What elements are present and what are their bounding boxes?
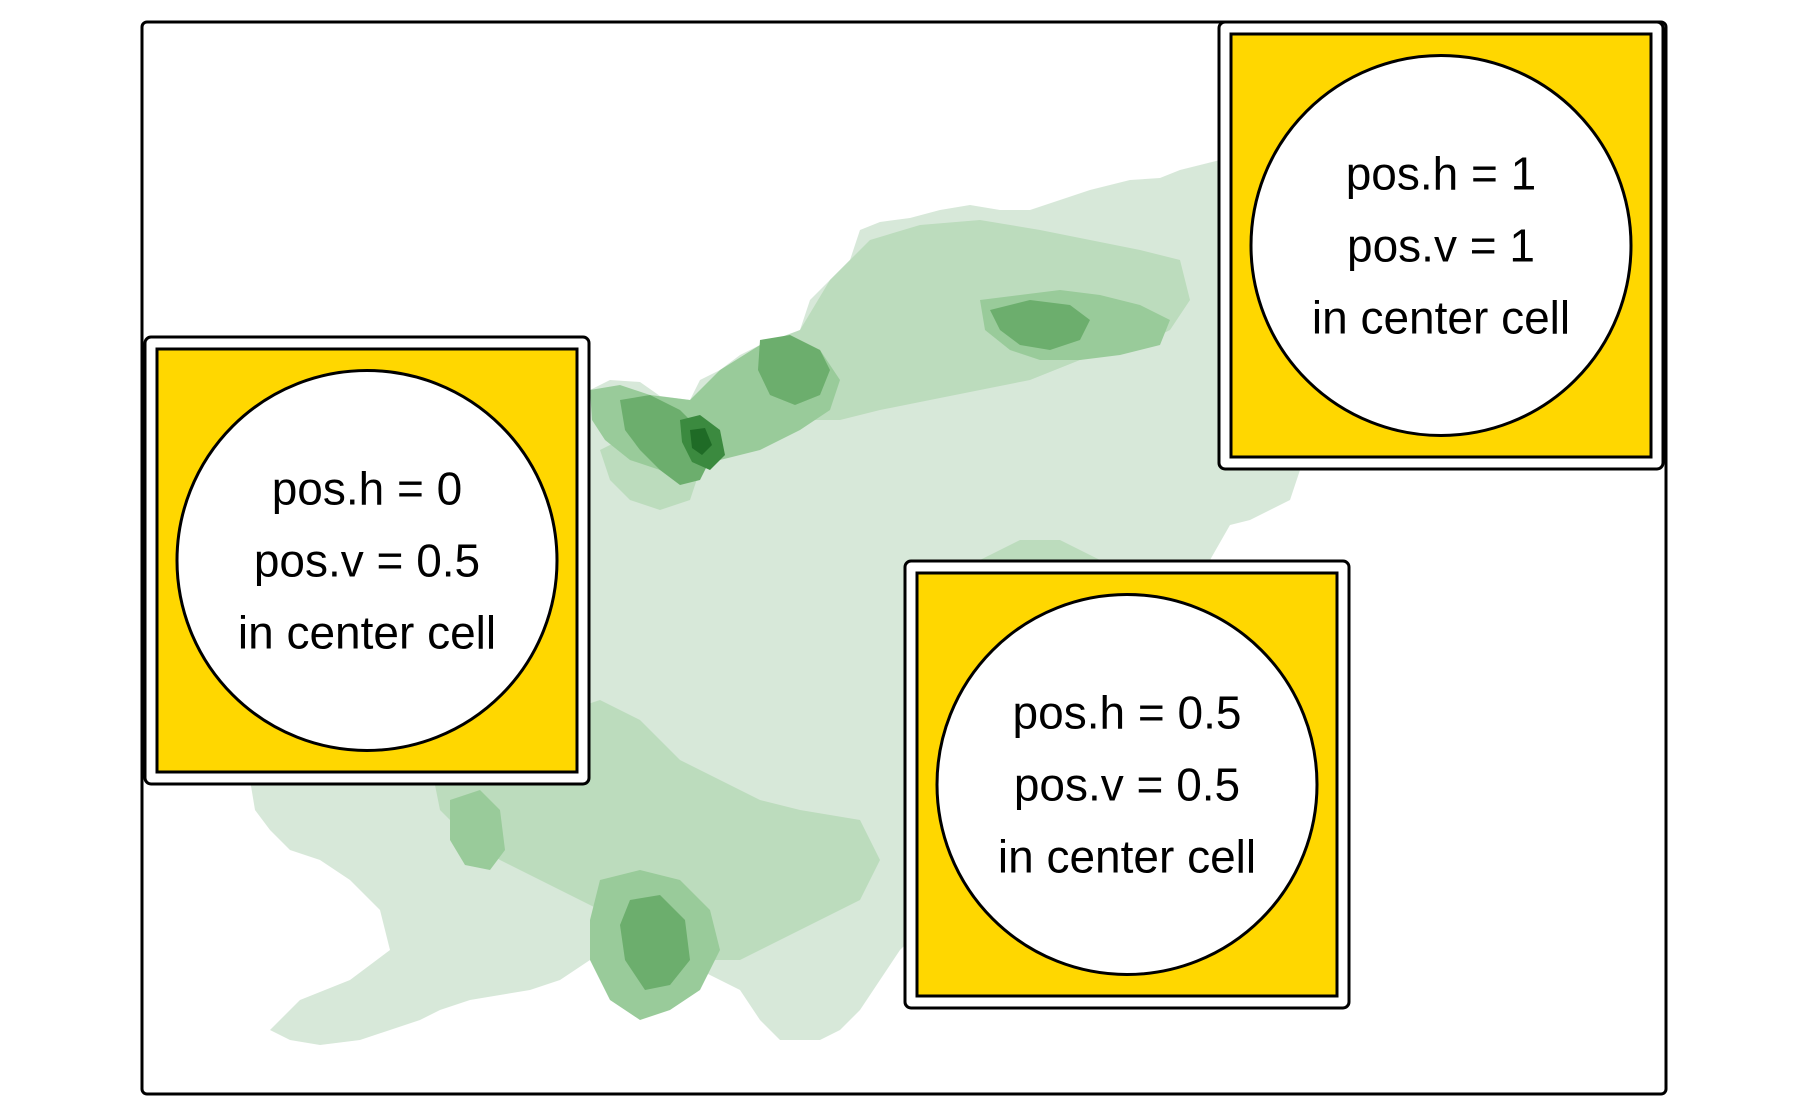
label-circle bbox=[935, 593, 1319, 976]
label-line: pos.v = 1 bbox=[1347, 220, 1535, 272]
elevation-map bbox=[250, 160, 1300, 1045]
label-line: in center cell bbox=[1312, 292, 1570, 344]
label-line: pos.v = 0.5 bbox=[1014, 759, 1240, 811]
terrain-mountains bbox=[620, 395, 710, 485]
label-line: pos.h = 1 bbox=[1346, 148, 1537, 200]
terrain-mid-north bbox=[760, 220, 1190, 420]
label-box-center: pos.h = 0.5 pos.v = 0.5 in center cell bbox=[903, 559, 1351, 1010]
terrain-mountains-4 bbox=[620, 895, 690, 990]
label-line: in center cell bbox=[998, 831, 1256, 883]
label-box-top-right: pos.h = 1 pos.v = 1 in center cell bbox=[1217, 20, 1665, 471]
label-line: pos.h = 0.5 bbox=[1013, 687, 1242, 739]
label-circle bbox=[1249, 54, 1633, 437]
label-line: pos.v = 0.5 bbox=[254, 535, 480, 587]
label-line: in center cell bbox=[238, 607, 496, 659]
terrain-mountains-3 bbox=[990, 300, 1090, 350]
terrain-dark-southwest bbox=[450, 790, 505, 870]
terrain-peaks-2 bbox=[690, 428, 712, 455]
label-line: pos.h = 0 bbox=[272, 463, 463, 515]
terrain-mountains-2 bbox=[758, 335, 830, 405]
label-box-left: pos.h = 0 pos.v = 0.5 in center cell bbox=[143, 335, 591, 786]
label-circle bbox=[175, 369, 559, 752]
